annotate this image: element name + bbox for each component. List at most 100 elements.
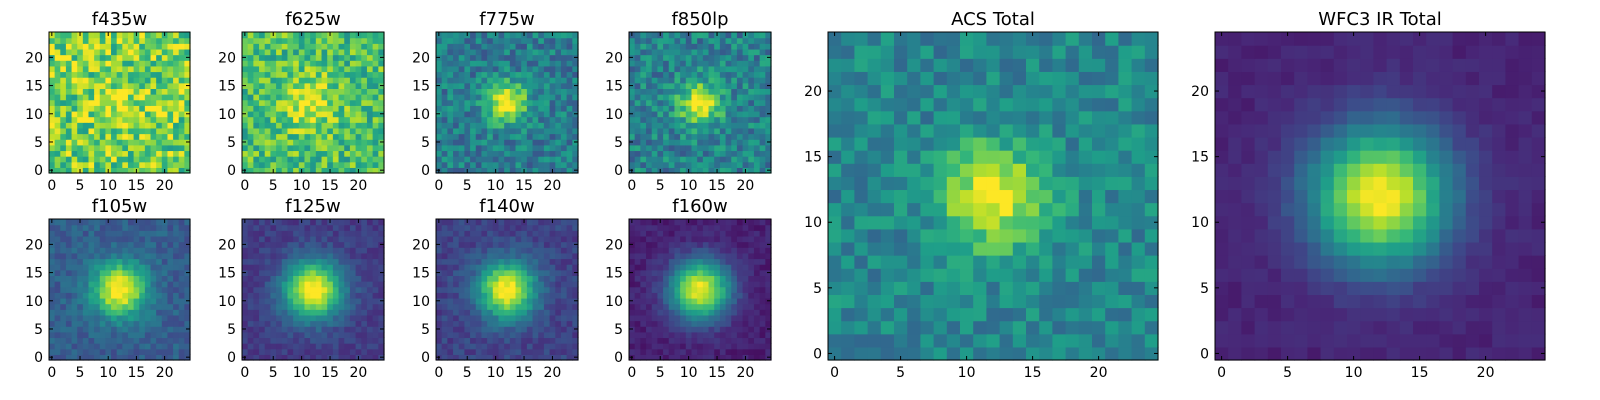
heatmap-cell [470,43,477,50]
heatmap-cell [366,127,374,135]
heatmap-cell [315,144,323,152]
heatmap-cell [315,343,323,350]
heatmap-cell [498,292,505,299]
heatmap-cell [259,326,266,333]
heatmap-cell [65,167,73,174]
heatmap-cell [572,122,579,129]
heatmap-cell [555,230,562,237]
heatmap-cell [753,303,761,310]
heatmap-cell [378,144,385,152]
heatmap-cell [549,161,556,168]
heatmap-cell [315,337,323,344]
heatmap-cell [344,37,351,44]
x-tick-label: 10 [293,365,311,381]
heatmap-cell [532,343,539,350]
heatmap-cell [116,354,123,361]
heatmap-cell [338,32,345,39]
heatmap-cell [549,224,556,231]
heatmap-cell [441,258,448,265]
heatmap-cell [651,110,658,118]
heatmap-cell [464,122,471,129]
heatmap-cell [247,133,254,140]
heatmap-cell [731,354,738,361]
heatmap-cell [748,127,755,135]
heatmap-cell [60,139,67,146]
heatmap-cell [366,303,374,310]
heatmap-cell [725,88,732,95]
heatmap-cell [674,82,681,89]
heatmap-cell [276,48,283,56]
heatmap-cell [447,133,454,140]
heatmap-cell [281,354,289,361]
heatmap-cell [372,337,379,344]
heatmap-cell [321,331,328,339]
heatmap-cell [668,99,676,106]
heatmap-cell [436,88,443,95]
heatmap-cell [543,167,551,174]
heatmap-cell [338,60,345,67]
heatmap-cell [759,88,766,95]
heatmap-cell [54,264,61,271]
heatmap-cell [247,224,254,231]
heatmap-cell [327,303,334,310]
heatmap-cell [464,37,471,44]
heatmap-cell [515,122,522,129]
heatmap-cell [287,32,294,39]
heatmap-cell [538,269,545,276]
heatmap-cell [697,105,704,112]
heatmap-cell [82,286,90,293]
heatmap-cell [453,99,460,106]
heatmap-cell [759,48,766,56]
heatmap-cell [759,110,766,118]
heatmap-cell [736,354,744,361]
heatmap-cell [264,309,271,316]
heatmap-cell [116,65,123,73]
heatmap-cell [708,292,715,299]
x-tick-label: 20 [544,365,562,381]
heatmap-cell [736,65,744,73]
heatmap-cell [60,54,67,61]
x-tick-label: 5 [656,178,665,194]
heatmap-cell [634,354,641,361]
heatmap-cell [470,60,477,67]
heatmap-cell [82,139,90,146]
heatmap-cell [54,161,61,168]
heatmap-cell [748,286,755,293]
heatmap-cell [167,331,174,339]
heatmap-cell [691,337,698,344]
heatmap-cell [702,303,710,310]
heatmap-cell [532,331,539,339]
heatmap-cell [276,303,283,310]
heatmap-cell [753,281,761,288]
heatmap-cell [60,235,67,243]
heatmap-cell [759,65,766,73]
heatmap-cell [521,144,528,152]
heatmap-cell [447,60,454,67]
heatmap-cell [629,105,636,112]
heatmap-cell [349,348,357,355]
heatmap-cell [344,269,351,276]
heatmap-cell [60,230,67,237]
heatmap-cell [355,241,362,248]
heatmap-cell [470,303,477,310]
heatmap-cell [736,320,744,327]
heatmap-cell [708,161,715,168]
heatmap-cell [298,122,306,129]
heatmap-cell [184,224,191,231]
heatmap-cell [640,303,647,310]
heatmap-cell [111,235,118,243]
heatmap-cell [332,286,340,293]
heatmap-cell [378,156,385,163]
heatmap-cell [475,314,483,322]
heatmap-cell [281,337,289,344]
heatmap-cell [49,303,56,310]
heatmap-cell [719,150,727,157]
heatmap-cell [509,48,517,56]
heatmap-cell [674,127,681,135]
heatmap-cell [338,303,345,310]
heatmap-cell [458,37,465,44]
heatmap-cell [71,133,78,140]
heatmap-cell [549,133,556,140]
heatmap-cell [94,94,101,101]
heatmap-cell [458,303,465,310]
